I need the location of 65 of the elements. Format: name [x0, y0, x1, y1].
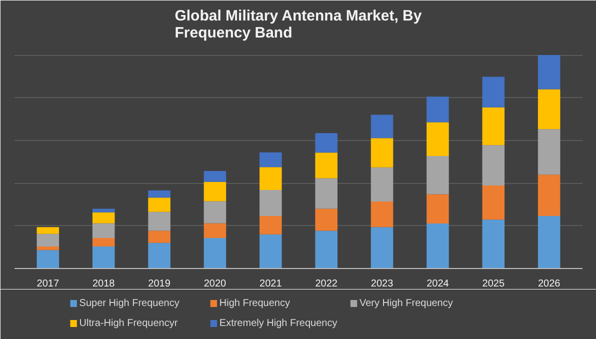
bar: [538, 174, 560, 216]
bar: [426, 223, 449, 268]
bar: [92, 212, 115, 224]
x-tick-label: 2020: [204, 278, 227, 290]
legend-label: Ultra-High Frequencyr: [79, 318, 178, 329]
bar: [204, 238, 226, 268]
x-tick-label: 2026: [538, 278, 561, 290]
bar: [36, 250, 60, 268]
bar: [426, 96, 449, 122]
x-tick-label: 2025: [482, 278, 505, 290]
bar: [148, 242, 170, 268]
bar: [315, 133, 338, 153]
bar: [538, 89, 560, 130]
bar: [260, 234, 282, 268]
bar: [36, 234, 60, 247]
x-tick-label: 2018: [92, 278, 116, 290]
bar: [260, 167, 282, 190]
bar: [482, 145, 505, 186]
bar: [482, 107, 505, 146]
bar: [315, 208, 338, 231]
bar: [148, 190, 170, 198]
x-tick-label: 2017: [36, 278, 60, 290]
bar: [204, 170, 226, 182]
x-tick-label: 2019: [148, 278, 171, 290]
bar: [482, 185, 505, 220]
bar: [370, 201, 394, 228]
bar: [204, 182, 226, 202]
bar: [538, 216, 560, 268]
bar: [315, 230, 338, 268]
bar: [92, 208, 115, 212]
bar: [36, 246, 60, 250]
bar: [92, 223, 115, 238]
legend-label: Super High Frequency: [79, 298, 180, 309]
bar: [92, 246, 115, 268]
bar: [370, 227, 394, 268]
x-tick-label: 2023: [370, 278, 394, 290]
bar: [482, 76, 505, 108]
bar: [538, 129, 560, 175]
bar: [148, 198, 170, 212]
bar: [260, 152, 282, 168]
bar: [148, 212, 170, 231]
bar: [370, 138, 394, 168]
bar: [260, 216, 282, 234]
bar: [370, 167, 394, 202]
bar: [370, 114, 394, 138]
bar: [538, 55, 560, 90]
bar: [426, 194, 449, 224]
chart-title: Global Military Antenna Market, By Frequency Band: [174, 8, 422, 42]
x-tick-label: 2021: [260, 278, 282, 290]
bar: [92, 238, 115, 247]
legend-label: Extremely High Frequency: [219, 318, 338, 329]
bar: [426, 122, 449, 156]
legend-label: High Frequency: [219, 298, 290, 309]
bar: [204, 201, 226, 224]
bar: [148, 230, 170, 243]
bar: [315, 152, 338, 178]
legend-label: Very High Frequency: [359, 298, 453, 309]
bar: [426, 156, 449, 194]
bar: [204, 223, 226, 238]
bar: [260, 190, 282, 216]
x-tick-label: 2022: [315, 278, 338, 290]
bar: [482, 220, 505, 268]
x-tick-label: 2024: [426, 278, 450, 290]
bar: [315, 178, 338, 209]
bar: [36, 227, 60, 234]
